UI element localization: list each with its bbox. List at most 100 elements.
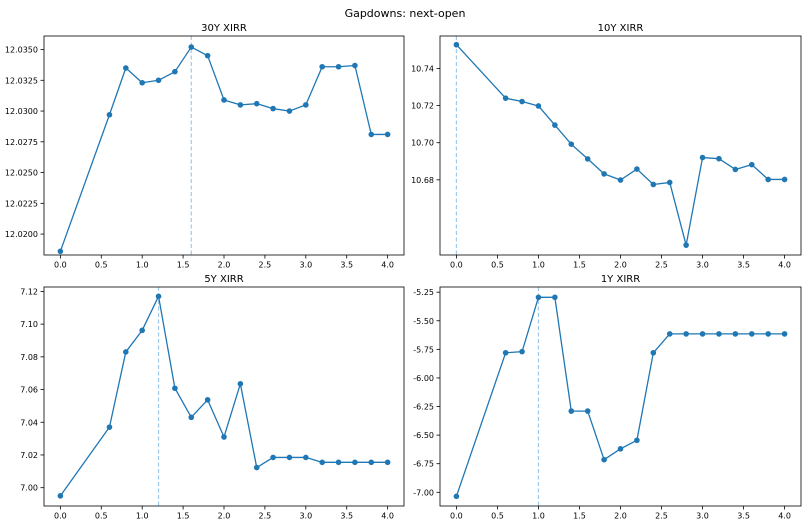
data-point xyxy=(683,242,689,248)
x-tick-label: 3.0 xyxy=(696,512,709,521)
y-tick-label: 10.70 xyxy=(411,139,434,148)
data-point xyxy=(368,459,375,466)
data-point xyxy=(748,331,755,337)
y-tick-label: 7.00 xyxy=(20,484,38,493)
x-tick-label: 1.5 xyxy=(573,261,586,270)
y-tick-label: -6.00 xyxy=(413,374,434,383)
data-point xyxy=(584,408,591,414)
series-line xyxy=(455,44,785,246)
x-tick-label: 4.0 xyxy=(381,512,394,521)
data-point xyxy=(552,122,558,128)
y-tick-label: -5.25 xyxy=(413,288,434,297)
data-point xyxy=(384,459,391,466)
subplot-title: 10Y XIRR xyxy=(598,23,644,34)
data-point xyxy=(519,98,525,105)
data-point xyxy=(617,177,624,183)
data-point xyxy=(172,385,178,392)
axes-frame xyxy=(43,35,405,256)
x-tick-label: 2.5 xyxy=(655,261,668,270)
x-tick-label: 2.0 xyxy=(218,512,231,521)
x-tick-label: 3.5 xyxy=(737,261,750,270)
y-tick-label: -6.25 xyxy=(413,403,434,412)
data-point xyxy=(253,464,260,471)
data-point xyxy=(172,68,178,75)
y-tick-label: 12.0350 xyxy=(5,46,38,55)
subplot-grid: 30Y XIRR 0.0 0.5 1.0 1.5 2.0 2.5 3.0 3.5 4.0 12.02… xyxy=(5,23,802,521)
x-tick-label: 4.0 xyxy=(778,261,791,270)
data-point xyxy=(781,176,788,183)
data-point xyxy=(221,97,227,103)
y-tick-label: 12.0275 xyxy=(5,138,38,147)
axes-frame xyxy=(43,286,405,507)
subplot-1y: 1Y XIRR 0.0 0.5 1.0 1.5 2.0 2.5 3.0 3.5 4.0 -7.00 -… xyxy=(413,274,802,521)
y-tick-label: 7.08 xyxy=(20,353,38,362)
y-tick-label: 10.74 xyxy=(411,64,434,73)
data-point xyxy=(57,248,64,255)
x-tick-label: 1.0 xyxy=(532,261,545,270)
y-tick-label: 12.0325 xyxy=(5,76,38,85)
data-point xyxy=(139,327,145,334)
data-point xyxy=(453,493,460,500)
data-point xyxy=(584,156,591,162)
y-tick-label: -5.50 xyxy=(413,317,434,326)
data-point xyxy=(270,454,276,461)
data-point xyxy=(155,77,162,84)
y-tick-label: -6.75 xyxy=(413,460,434,469)
x-tick-label: 3.5 xyxy=(340,512,353,521)
x-tick-label: 1.0 xyxy=(532,512,545,521)
x-tick-label: 0.0 xyxy=(54,261,67,270)
x-tick-label: 3.0 xyxy=(696,261,709,270)
data-point xyxy=(601,456,607,463)
x-tick-label: 2.5 xyxy=(655,512,668,521)
data-point xyxy=(237,102,244,108)
subplot-5y: 5Y XIRR 0.0 0.5 1.0 1.5 2.0 2.5 3.0 3.5 4.0 7.00 7.… xyxy=(20,274,405,521)
y-tick-label: 7.04 xyxy=(20,418,38,427)
y-tick-label: -7.00 xyxy=(413,488,434,497)
data-point xyxy=(502,95,509,101)
data-point xyxy=(666,331,673,337)
subplot-title: 1Y XIRR xyxy=(601,274,640,285)
data-point xyxy=(335,459,342,466)
data-point xyxy=(335,63,342,70)
data-point xyxy=(57,493,64,499)
y-tick-label: 12.0200 xyxy=(5,230,38,239)
data-point xyxy=(384,131,391,138)
data-point xyxy=(502,349,509,356)
data-point xyxy=(535,103,542,109)
y-tick-label: 12.0300 xyxy=(5,107,38,116)
data-point xyxy=(699,331,706,337)
y-tick-label: 10.68 xyxy=(411,176,434,185)
data-point xyxy=(204,52,211,59)
data-point xyxy=(650,181,657,188)
data-point xyxy=(601,171,607,177)
data-point xyxy=(368,131,375,138)
data-point xyxy=(352,62,358,69)
subplot-30y: 30Y XIRR 0.0 0.5 1.0 1.5 2.0 2.5 3.0 3.5 4.0 12.02… xyxy=(5,23,405,270)
x-tick-label: 2.0 xyxy=(614,512,627,521)
series-line xyxy=(59,295,388,497)
data-point xyxy=(139,79,145,86)
data-point xyxy=(568,141,575,148)
x-tick-label: 3.0 xyxy=(299,512,312,521)
axes-frame xyxy=(439,35,802,256)
y-tick-label: 12.0250 xyxy=(5,169,38,178)
data-point xyxy=(732,331,739,337)
subplot-10y: 10Y XIRR 0.0 0.5 1.0 1.5 2.0 2.5 3.0 3.5 4.0 10.68… xyxy=(411,23,802,270)
data-point xyxy=(303,454,309,461)
data-point xyxy=(188,44,195,50)
x-tick-label: 0.0 xyxy=(450,512,463,521)
x-tick-label: 0.5 xyxy=(95,512,108,521)
y-tick-label: -6.50 xyxy=(413,431,434,440)
data-point xyxy=(765,331,771,337)
data-point xyxy=(699,154,706,161)
data-point xyxy=(748,161,755,168)
data-point xyxy=(732,166,739,173)
x-tick-label: 0.0 xyxy=(54,512,67,521)
data-point xyxy=(765,176,771,183)
subplot-title: 30Y XIRR xyxy=(201,23,247,34)
x-tick-label: 0.5 xyxy=(491,261,504,270)
data-point xyxy=(106,424,113,430)
x-tick-label: 4.0 xyxy=(381,261,394,270)
data-point xyxy=(634,437,640,444)
